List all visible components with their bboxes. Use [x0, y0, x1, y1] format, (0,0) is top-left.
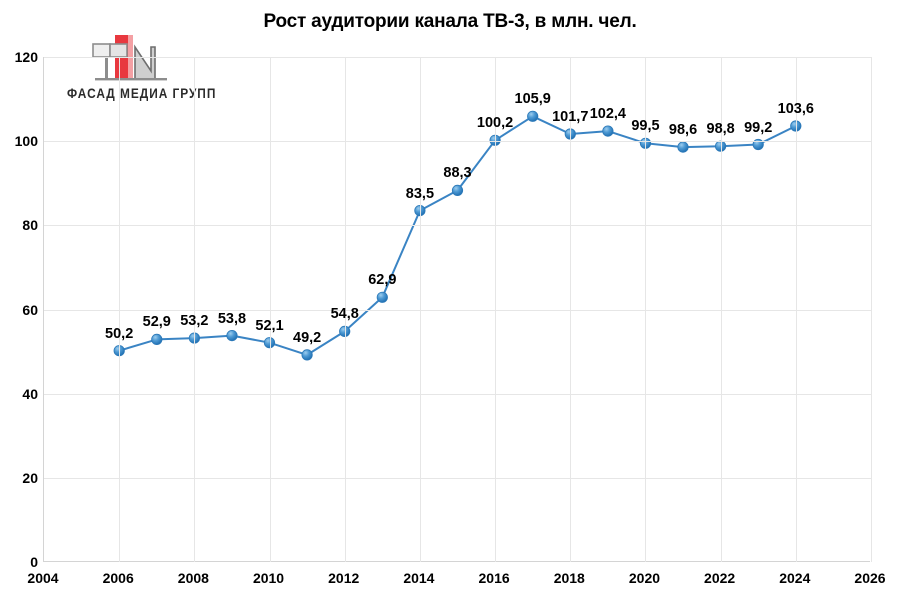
data-point-marker[interactable]	[677, 141, 689, 153]
gridline-horizontal	[44, 309, 871, 311]
gridline-horizontal	[44, 225, 871, 227]
data-point-label: 53,2	[180, 313, 209, 330]
x-axis-tick-label: 2010	[252, 570, 285, 586]
data-point-label: 52,9	[142, 314, 171, 331]
y-axis-tick-label: 60	[22, 301, 38, 318]
gridline-vertical	[269, 57, 271, 562]
data-point-marker[interactable]	[151, 333, 163, 345]
gridline-vertical	[119, 57, 121, 562]
x-axis-tick-label: 2016	[478, 570, 510, 586]
x-axis-tick-label: 2004	[27, 570, 59, 586]
data-point-label: 105,9	[514, 91, 551, 108]
x-axis-tick-label: 2026	[854, 570, 886, 586]
gridline-vertical	[720, 57, 722, 562]
plot-area: 50,2 52,9 53,2 53,8 52,1 49,2 54,8 62,9 83,5 88,3…	[43, 57, 872, 562]
gridline-vertical	[795, 57, 797, 562]
y-axis-labels: 0 20 40 60 80 100 120	[0, 49, 38, 570]
y-axis-tick-label: 20	[22, 469, 38, 486]
data-point-label: 53,8	[217, 310, 247, 327]
data-point-label: 103,6	[777, 101, 814, 118]
x-axis-tick-label: 2024	[779, 570, 811, 586]
x-axis-tick-label: 2022	[704, 570, 736, 586]
data-point-marker[interactable]	[226, 329, 238, 342]
gridline-vertical	[570, 57, 572, 562]
x-axis-tick-label: 2018	[553, 570, 585, 586]
data-point-label: 52,1	[255, 317, 284, 334]
data-point-marker[interactable]	[301, 349, 313, 361]
gridline-vertical	[645, 57, 647, 562]
x-axis-tick-label: 2012	[328, 570, 360, 586]
y-axis-tick-label: 0	[30, 554, 38, 570]
gridline-horizontal	[44, 477, 871, 479]
data-point-label: 102,4	[589, 106, 627, 123]
y-axis-tick-label: 80	[22, 217, 38, 234]
x-axis-labels: 2004 2006 2008 2010 2012 2014 2016 2018 2020 2022…	[27, 570, 885, 592]
data-point-marker[interactable]	[451, 184, 464, 196]
gridline-horizontal	[44, 393, 871, 395]
gridline-vertical	[495, 57, 497, 562]
gridline-vertical	[194, 57, 196, 562]
data-point-label: 100,2	[476, 115, 514, 132]
gridline-vertical	[871, 57, 872, 562]
data-point-label: 98,6	[668, 122, 698, 139]
x-axis-tick-label: 2020	[628, 570, 661, 586]
x-axis-tick-label: 2006	[102, 570, 134, 586]
y-axis-tick-label: 100	[14, 133, 38, 150]
data-point-label: 99,5	[631, 118, 660, 135]
data-point-label: 101,7	[552, 109, 589, 125]
gridline-vertical	[344, 57, 346, 562]
chart-title: Рост аудитории канала ТВ-3, в млн. чел.	[263, 11, 637, 32]
y-axis-tick-label: 40	[22, 385, 38, 402]
logo-text: ФАСАД МЕДИА ГРУПП	[67, 86, 217, 101]
y-axis-tick-label: 120	[14, 49, 38, 65]
data-point-label: 83,5	[405, 185, 435, 202]
data-point-label: 49,2	[293, 329, 322, 346]
data-point-label: 62,9	[368, 272, 397, 289]
x-axis-tick-label: 2014	[403, 570, 435, 586]
data-point-marker[interactable]	[263, 337, 276, 349]
logo: ФАСАД МЕДИА ГРУПП	[58, 33, 217, 111]
data-point-marker[interactable]	[376, 291, 388, 303]
gridline-horizontal	[44, 57, 871, 58]
data-point-label: 50,2	[105, 325, 134, 342]
data-point-label: 88,3	[443, 165, 472, 182]
gridline-vertical	[419, 57, 421, 562]
data-point-marker[interactable]	[714, 140, 727, 152]
data-point-marker[interactable]	[339, 325, 351, 337]
data-point-marker[interactable]	[602, 125, 614, 137]
x-axis-tick-label: 2008	[177, 570, 209, 586]
data-point-label: 98,8	[706, 121, 735, 138]
data-point-label: 54,8	[330, 306, 359, 323]
data-point-label: 99,2	[744, 119, 773, 136]
data-point-marker[interactable]	[790, 120, 802, 132]
gridline-horizontal	[44, 141, 871, 143]
data-point-marker[interactable]	[414, 205, 426, 217]
data-point-marker[interactable]	[527, 110, 539, 122]
